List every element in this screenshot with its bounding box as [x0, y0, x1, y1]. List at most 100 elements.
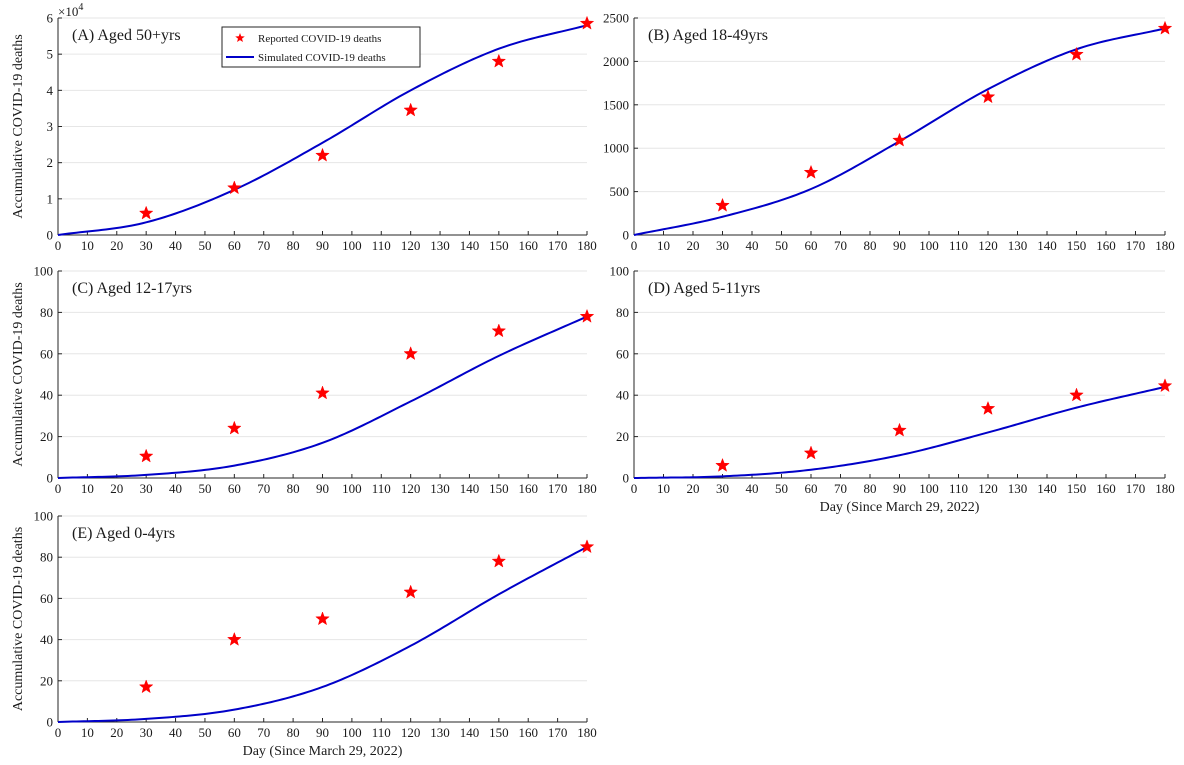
x-tick-label: 90 — [893, 481, 906, 496]
reported-deaths-point — [892, 132, 907, 147]
reported-deaths-point — [579, 15, 595, 30]
reported-deaths-point — [227, 420, 242, 435]
x-tick-label: 180 — [577, 238, 597, 253]
x-tick-label: 10 — [81, 238, 94, 253]
x-tick-label: 180 — [1155, 481, 1175, 496]
y-tick-label: 60 — [40, 591, 53, 606]
x-tick-label: 70 — [257, 238, 270, 253]
y-tick-label: 40 — [40, 632, 53, 647]
x-tick-label: 30 — [140, 238, 153, 253]
x-tick-label: 180 — [577, 725, 597, 740]
reported-deaths-point — [579, 308, 595, 323]
y-tick-label: 4 — [47, 83, 54, 98]
x-tick-label: 60 — [228, 725, 241, 740]
reported-deaths-point — [491, 53, 507, 68]
x-tick-label: 140 — [460, 238, 480, 253]
x-tick-label: 150 — [489, 725, 509, 740]
x-tick-label: 110 — [372, 481, 391, 496]
legend-star-icon — [235, 33, 245, 43]
legend-simulated-label: Simulated COVID-19 deaths — [258, 52, 386, 64]
y-tick-label: 20 — [40, 429, 53, 444]
x-tick-label: 30 — [716, 481, 729, 496]
reported-deaths-point — [1069, 46, 1084, 61]
x-tick-label: 10 — [657, 481, 670, 496]
x-tick-label: 160 — [518, 725, 538, 740]
y-axis-exponent-label: ×104 — [58, 2, 83, 19]
x-tick-label: 20 — [110, 725, 123, 740]
reported-deaths-point — [1157, 20, 1173, 35]
x-tick-label: 170 — [548, 725, 568, 740]
x-tick-label: 160 — [1096, 481, 1116, 496]
x-tick-label: 0 — [631, 481, 638, 496]
y-tick-label: 1 — [47, 191, 54, 206]
x-tick-label: 130 — [430, 725, 450, 740]
x-tick-label: 160 — [1096, 238, 1116, 253]
x-tick-label: 60 — [805, 481, 818, 496]
x-tick-label: 110 — [949, 481, 968, 496]
y-tick-label: 500 — [610, 184, 630, 199]
x-tick-label: 0 — [55, 238, 62, 253]
x-tick-label: 90 — [316, 725, 329, 740]
x-tick-label: 80 — [864, 481, 877, 496]
reported-deaths-point — [803, 445, 819, 460]
chart-panel: 0 10 20 30 40 50 60 70 80 90 100 110 120 130 140 150 160… — [11, 264, 597, 497]
panel-title: (E) Aged 0-4yrs — [72, 525, 175, 542]
legend: Reported COVID-19 deaths Simulated COVID-… — [221, 26, 421, 68]
x-tick-label: 150 — [489, 481, 509, 496]
y-tick-label: 0 — [623, 471, 630, 486]
panel-title: (A) Aged 50+yrs — [72, 27, 181, 44]
x-tick-label: 20 — [110, 481, 123, 496]
y-tick-label: 1500 — [603, 97, 629, 112]
x-tick-label: 100 — [919, 481, 939, 496]
x-tick-label: 70 — [257, 481, 270, 496]
simulated-deaths-line — [57, 315, 588, 479]
reported-deaths-point — [138, 448, 154, 463]
reported-deaths-point — [803, 164, 819, 179]
x-tick-label: 40 — [169, 725, 182, 740]
x-tick-label: 140 — [460, 481, 480, 496]
reported-deaths-point — [715, 197, 730, 212]
x-tick-label: 80 — [287, 238, 300, 253]
x-tick-label: 170 — [548, 238, 568, 253]
x-tick-label: 180 — [577, 481, 597, 496]
reported-deaths-point — [1069, 387, 1084, 402]
x-tick-label: 70 — [834, 238, 847, 253]
x-tick-label: 100 — [342, 725, 362, 740]
x-tick-label: 160 — [518, 481, 538, 496]
y-axis-label: Accumulative COVID-19 deaths — [11, 34, 26, 218]
x-tick-label: 150 — [1067, 481, 1087, 496]
x-tick-label: 60 — [805, 238, 818, 253]
reported-deaths-point — [403, 102, 418, 117]
simulated-deaths-line — [633, 27, 1166, 236]
exponent-power: 4 — [78, 2, 83, 13]
x-tick-label: 180 — [1155, 238, 1175, 253]
x-tick-label: 140 — [1037, 238, 1057, 253]
reported-deaths-point — [980, 400, 996, 415]
y-tick-label: 0 — [623, 228, 630, 243]
y-tick-label: 40 — [40, 388, 53, 403]
x-tick-label: 40 — [746, 238, 759, 253]
y-tick-label: 100 — [34, 264, 54, 279]
x-tick-label: 30 — [140, 481, 153, 496]
x-tick-label: 10 — [81, 481, 94, 496]
x-tick-label: 120 — [401, 481, 421, 496]
x-tick-label: 0 — [55, 725, 62, 740]
x-tick-label: 140 — [1037, 481, 1057, 496]
y-tick-label: 2500 — [603, 11, 629, 26]
y-tick-label: 6 — [47, 11, 54, 26]
x-tick-label: 130 — [1008, 481, 1028, 496]
y-tick-label: 3 — [47, 119, 54, 134]
x-tick-label: 10 — [81, 725, 94, 740]
x-tick-label: 90 — [316, 481, 329, 496]
x-tick-label: 40 — [169, 481, 182, 496]
x-tick-label: 110 — [372, 725, 391, 740]
x-tick-label: 120 — [401, 725, 421, 740]
reported-deaths-point — [138, 679, 154, 694]
reported-deaths-point — [227, 631, 242, 646]
x-tick-label: 30 — [716, 238, 729, 253]
y-tick-label: 2 — [47, 155, 54, 170]
chart-panel: 0 10 20 30 40 50 60 70 80 90 100 110 120 130 140 150 160… — [11, 509, 597, 760]
y-tick-label: 80 — [40, 550, 53, 565]
x-tick-label: 110 — [372, 238, 391, 253]
x-tick-label: 20 — [687, 238, 700, 253]
